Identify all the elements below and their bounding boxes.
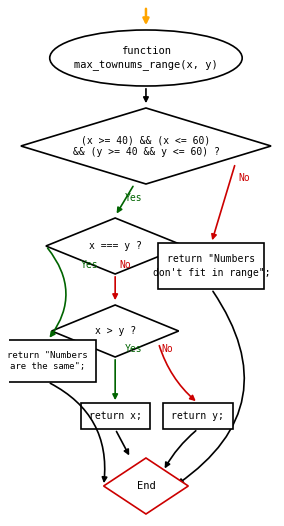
Text: No: No <box>238 173 250 183</box>
Bar <box>163 403 233 429</box>
Bar <box>0 340 96 382</box>
Text: return "Numbers
are the same";: return "Numbers are the same"; <box>7 351 88 371</box>
Text: No: No <box>161 344 173 354</box>
Polygon shape <box>46 218 184 274</box>
Polygon shape <box>104 458 188 514</box>
Text: Yes: Yes <box>81 260 98 270</box>
Text: Yes: Yes <box>125 193 142 203</box>
Text: (x >= 40) && (x <= 60)
&& (y >= 40 && y <= 60) ?: (x >= 40) && (x <= 60) && (y >= 40 && y … <box>72 135 220 157</box>
Polygon shape <box>52 305 179 357</box>
Text: No: No <box>119 260 131 270</box>
Ellipse shape <box>50 30 242 86</box>
Text: x > y ?: x > y ? <box>95 326 136 336</box>
Bar <box>81 403 150 429</box>
Text: return "Numbers
don't fit in range";: return "Numbers don't fit in range"; <box>153 255 270 278</box>
Text: function
max_townums_range(x, y): function max_townums_range(x, y) <box>74 46 218 70</box>
Text: End: End <box>137 481 155 491</box>
Polygon shape <box>21 108 271 184</box>
Text: x === y ?: x === y ? <box>89 241 142 251</box>
Text: return y;: return y; <box>172 411 224 421</box>
Text: return x;: return x; <box>89 411 142 421</box>
Bar <box>158 243 264 289</box>
Text: Yes: Yes <box>125 344 142 354</box>
